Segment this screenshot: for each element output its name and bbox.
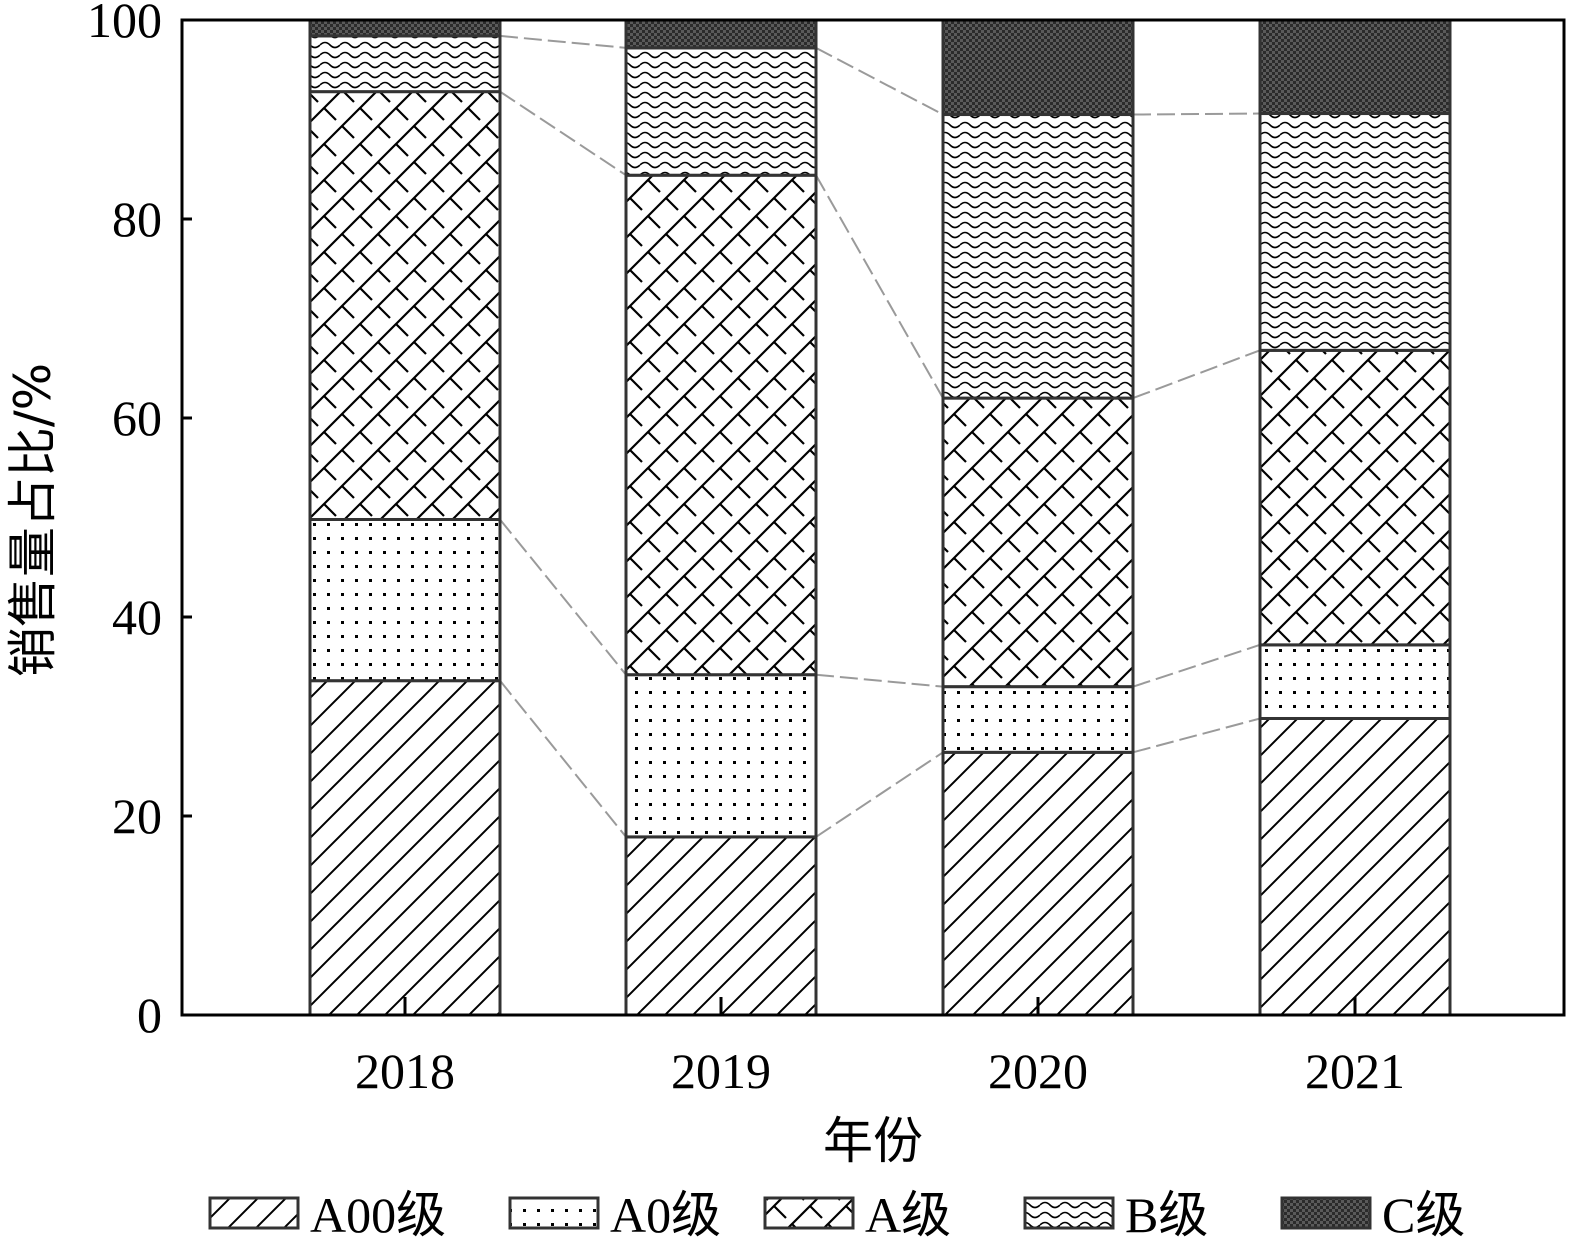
x-tick-label: 2021 xyxy=(1305,1043,1405,1099)
y-tick-label: 80 xyxy=(112,191,162,247)
connector-line xyxy=(1132,112,1261,116)
legend-swatch xyxy=(1023,1196,1115,1230)
bar-segment xyxy=(624,835,818,1017)
y-tick-label: 20 xyxy=(112,788,162,844)
y-axis-ticks: 0 20 40 60 80 100 xyxy=(87,0,192,1043)
bar-segment xyxy=(1258,348,1452,647)
x-axis-ticks: 2018 2019 2020 2021 xyxy=(355,997,1405,1099)
x-axis-title: 年份 xyxy=(823,1112,923,1170)
bar-segment xyxy=(941,685,1135,754)
legend-swatch xyxy=(763,1196,855,1230)
bar-segment xyxy=(624,673,818,839)
legend-swatch xyxy=(208,1196,300,1230)
connector-line xyxy=(815,46,944,116)
legend-label: A级 xyxy=(865,1187,951,1243)
connector-line xyxy=(499,90,627,177)
legend-item: A0级 xyxy=(508,1187,721,1243)
legend-label: A0级 xyxy=(610,1187,721,1243)
connector-line xyxy=(1132,349,1261,400)
bar-segment xyxy=(941,750,1135,1017)
legend: A00级 A0级 A级 B级 C级 xyxy=(208,1187,1465,1243)
bar-segment xyxy=(941,18,1135,117)
y-axis-title: 销售量占比/% xyxy=(4,363,62,677)
connector-line xyxy=(1132,643,1261,688)
legend-item: B级 xyxy=(1023,1187,1208,1243)
bar-segment xyxy=(308,90,502,521)
bar-segment xyxy=(1258,643,1452,720)
bar-segment xyxy=(624,18,818,50)
legend-item: C级 xyxy=(1280,1187,1465,1243)
connector-lines xyxy=(499,34,1261,838)
connector-line xyxy=(499,34,627,49)
bar-segment xyxy=(308,34,502,94)
x-tick-label: 2020 xyxy=(988,1043,1088,1099)
bars xyxy=(308,18,1452,1017)
bar-segment xyxy=(941,396,1135,689)
bar-segment xyxy=(941,113,1135,400)
bar-segment xyxy=(1258,18,1452,116)
connector-line xyxy=(815,673,944,688)
bar-segment xyxy=(624,173,818,677)
bar-segment xyxy=(624,46,818,177)
y-tick-label: 100 xyxy=(87,0,162,48)
connector-line xyxy=(499,680,627,838)
bar-segment xyxy=(308,679,502,1017)
x-tick-label: 2018 xyxy=(355,1043,455,1099)
connector-line xyxy=(1132,717,1261,754)
legend-item: A00级 xyxy=(208,1187,446,1243)
legend-label: C级 xyxy=(1382,1187,1465,1243)
connector-line xyxy=(815,751,944,838)
legend-label: B级 xyxy=(1125,1187,1208,1243)
x-tick-label: 2019 xyxy=(671,1043,771,1099)
bar-segment xyxy=(1258,112,1452,352)
connector-line xyxy=(499,518,627,676)
legend-item: A级 xyxy=(763,1187,951,1243)
connector-line xyxy=(815,174,944,399)
legend-swatch xyxy=(1280,1196,1372,1230)
bar-segment xyxy=(308,517,502,683)
y-tick-label: 40 xyxy=(112,589,162,645)
legend-swatch xyxy=(508,1196,600,1230)
bar-segment xyxy=(308,18,502,38)
legend-label: A00级 xyxy=(310,1187,446,1243)
bar-segment xyxy=(1258,716,1452,1017)
plot-frame xyxy=(180,18,1566,1017)
y-tick-label: 60 xyxy=(112,390,162,446)
y-tick-label: 0 xyxy=(137,987,162,1043)
